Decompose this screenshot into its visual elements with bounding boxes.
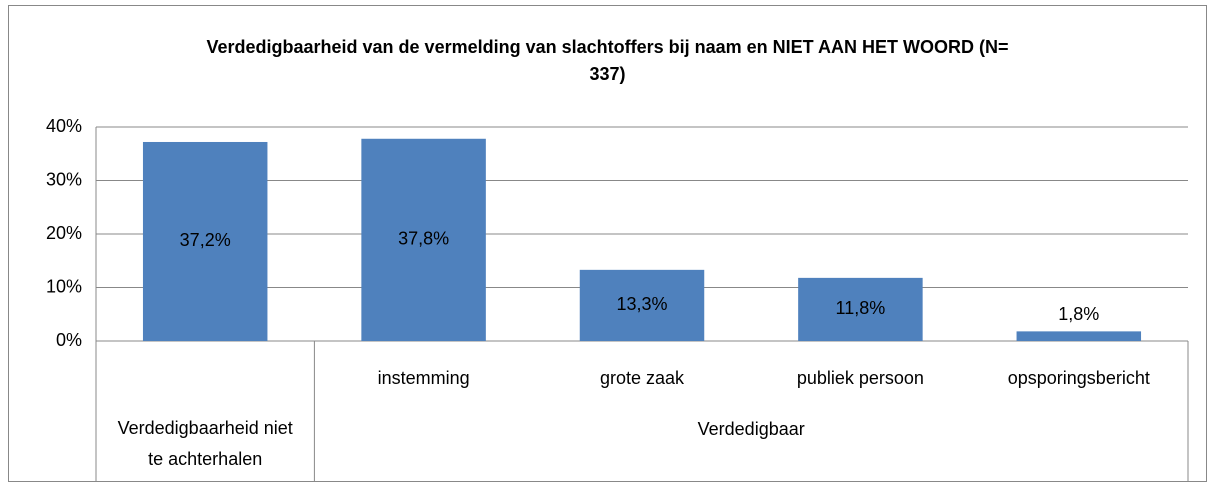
bar (798, 277, 923, 341)
title-box: Verdedigbaarheid van de vermelding van s… (206, 37, 1009, 84)
x-tick-label: opsporingsbericht (1008, 368, 1150, 388)
y-tick-label: 0% (56, 330, 82, 350)
x-tick-label-box: Verdedigbaarheid niet te achterhalen (117, 418, 293, 469)
data-label: 37,8% (398, 229, 449, 249)
data-label: 11,8% (836, 298, 886, 318)
bar (1016, 331, 1142, 341)
y-tick-label: 40% (46, 116, 82, 136)
data-label: 37,2% (180, 230, 231, 250)
y-tick-label: 20% (46, 223, 82, 243)
chart-title: Verdedigbaarheid van de vermelding van s… (206, 37, 1009, 84)
x-tick-label: grote zaak (600, 368, 685, 388)
data-label: 1,8% (1058, 304, 1099, 324)
group-label: Verdedigbaar (698, 419, 805, 439)
bar (579, 269, 705, 341)
data-label: 13,3% (616, 294, 667, 314)
bar (361, 138, 486, 341)
bar (142, 141, 268, 341)
y-tick-label: 30% (46, 169, 82, 189)
x-tick-label: instemming (378, 368, 470, 388)
x-tick-label: publiek persoon (797, 368, 924, 388)
y-tick-label: 10% (46, 276, 82, 296)
x-tick-label: Verdedigbaarheid niet te achterhalen (117, 418, 293, 469)
